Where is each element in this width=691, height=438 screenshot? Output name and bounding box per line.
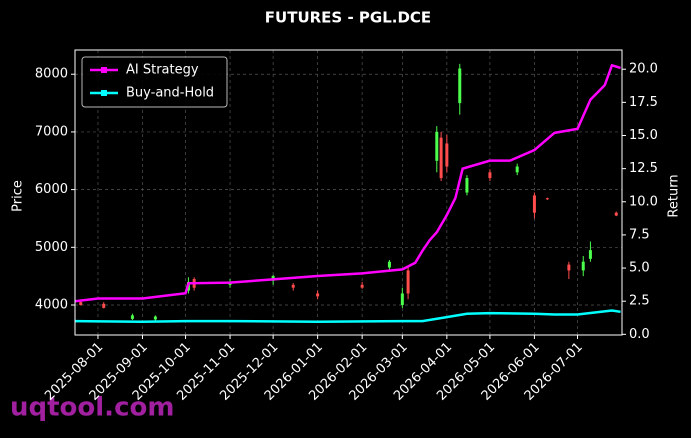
y2-tick-label: 2.5 — [629, 294, 650, 309]
y-tick-label: 5000 — [35, 240, 68, 255]
y2-tick-label: 20.0 — [629, 62, 658, 77]
candle-body — [406, 270, 410, 294]
plot-frame — [74, 49, 623, 336]
candle-body — [360, 284, 364, 288]
candle-body — [102, 303, 106, 308]
candle-body — [291, 284, 295, 288]
candle-body — [545, 198, 549, 200]
y-tick-label: 4000 — [35, 298, 68, 313]
candle-body — [515, 166, 519, 173]
y2-tick-label: 7.5 — [629, 227, 650, 242]
candle-body — [316, 293, 320, 297]
candle-body — [581, 261, 585, 271]
candle-body — [130, 315, 134, 319]
watermark: uqtool.com — [10, 393, 174, 423]
y-tick-label: 7000 — [35, 124, 68, 139]
legend-marker — [101, 67, 107, 73]
candle-body — [532, 195, 536, 213]
candle-body — [435, 131, 439, 161]
y-axis-label: Price — [11, 180, 26, 212]
candle-body — [614, 212, 618, 216]
legend-label: Buy-and-Hold — [126, 86, 214, 101]
y2-axis-label: Return — [667, 174, 682, 217]
y2-tick-label: 5.0 — [629, 261, 650, 276]
y2-tick-label: 12.5 — [629, 161, 658, 176]
y2-tick-label: 10.0 — [629, 194, 658, 209]
candle-body — [79, 302, 83, 305]
candle-body — [458, 68, 462, 104]
candle-body — [439, 137, 443, 179]
y-tick-label: 6000 — [35, 182, 68, 197]
candle-body — [567, 264, 571, 271]
line-series — [74, 63, 621, 303]
candle-body — [488, 172, 492, 179]
y2-tick-label: 0.0 — [629, 327, 650, 342]
legend-label: AI Strategy — [126, 63, 199, 78]
y2-tick-label: 17.5 — [629, 95, 658, 110]
candle-body — [465, 178, 469, 193]
candle-body — [445, 143, 449, 167]
chart-title: FUTURES - PGL.DCE — [265, 9, 431, 27]
candle-body — [387, 261, 391, 268]
y-tick-label: 8000 — [35, 67, 68, 82]
candle-body — [400, 293, 404, 305]
candle-body — [153, 316, 157, 320]
legend-box — [81, 56, 228, 108]
line-series — [74, 309, 621, 323]
y2-tick-label: 15.0 — [629, 128, 658, 143]
legend-marker — [101, 90, 107, 96]
candle-body — [588, 250, 592, 259]
